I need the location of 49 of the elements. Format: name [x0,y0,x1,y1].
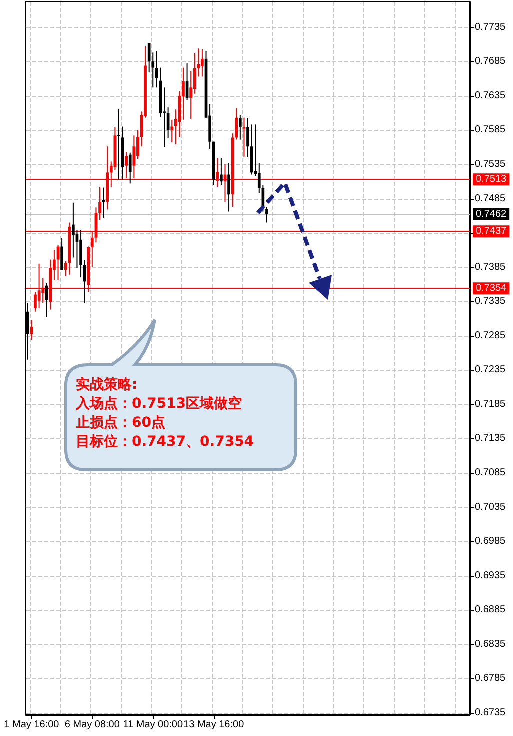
candlestick [170,119,174,144]
x-tick-label: 11 May 00:00 [123,720,184,730]
candlestick [238,114,242,140]
x-tick-label: 1 May 16:00 [4,720,60,730]
candlestick [98,186,102,221]
y-tick-label: 0.6935 [475,570,506,582]
y-tick-label: 0.6785 [475,673,506,684]
candlestick [128,152,132,184]
y-tick-label: 0.7285 [475,330,506,342]
y-tick-label: 0.7335 [475,296,506,308]
candlestick [193,52,196,94]
annotation: 实战策略: [76,376,139,395]
y-tick-label: 0.7385 [475,262,506,273]
y-tick-label: 0.7735 [475,22,506,33]
candlestick [45,282,48,318]
x-tick-label: 6 May 08:00 [64,720,120,730]
candlestick [118,108,120,181]
ref-line-label: 0.7462 [476,209,508,220]
y-tick-label: 0.7185 [475,398,506,410]
candlestick [60,238,64,271]
y-tick-label: 0.7635 [475,90,506,102]
ref-line-label: 0.7513 [476,174,508,186]
annotation: 目标位：0.7437、0.7354 [76,433,256,452]
candlestick [201,48,204,78]
y-tick-label: 0.7535 [475,158,506,170]
y-tick-label: 0.6885 [475,604,506,616]
candlestick [242,117,246,158]
candlestick [34,292,37,312]
candlestick [190,70,192,120]
y-tick-label: 0.6985 [475,536,506,548]
candlestick [228,162,230,212]
ref-line-label: 0.7437 [476,226,508,238]
annotation: 入场点：0.7513区域做空 [76,395,244,414]
ref-line-label: 0.7354 [476,283,508,294]
y-tick-label: 0.6835 [475,638,506,650]
candlestick [182,67,185,120]
candlestick [266,206,268,224]
candlestick [246,118,250,158]
annotation: 止损点：60点 [76,414,166,433]
y-tick-label: 0.7685 [475,56,506,68]
y-tick-label: 0.7235 [475,364,506,376]
y-tick-label: 0.6735 [475,707,506,718]
x-tick-label: 13 May 16:00 [184,720,245,730]
candlestick [220,158,223,186]
y-tick-label: 0.7485 [475,193,506,204]
y-tick-label: 0.7035 [475,502,506,513]
y-tick-label: 0.7085 [475,467,506,478]
y-tick-label: 0.7585 [475,124,506,136]
y-tick-label: 0.7135 [475,433,506,444]
